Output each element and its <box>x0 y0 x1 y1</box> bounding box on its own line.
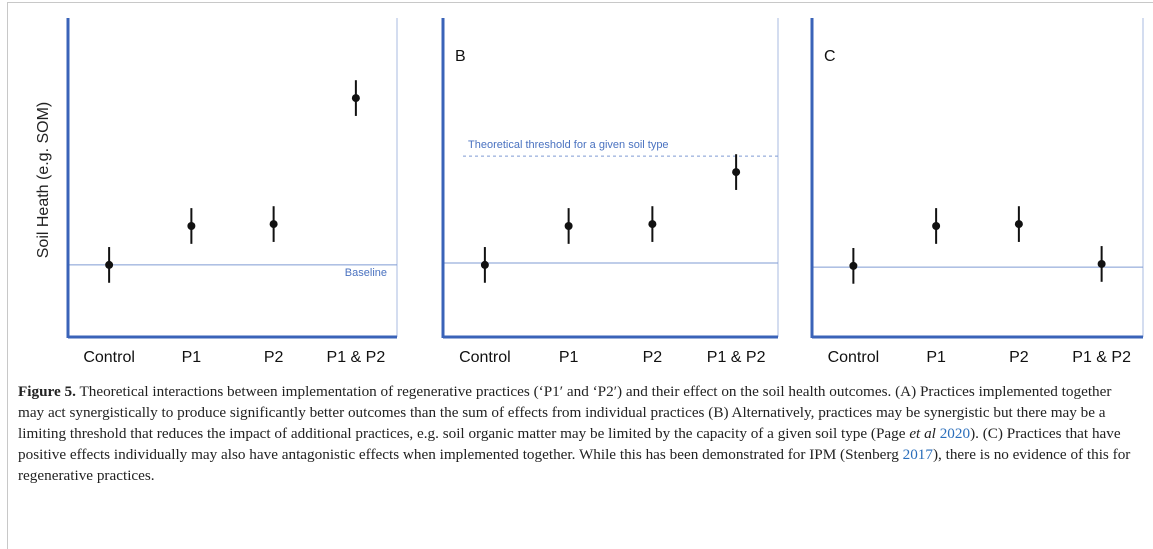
x-tick-label: P2 <box>643 349 663 366</box>
x-tick-label: Control <box>83 349 135 366</box>
x-tick-label: P1 <box>559 349 579 366</box>
x-tick-label: Control <box>828 349 880 366</box>
x-tick-label: P1 <box>182 349 202 366</box>
caption: Figure 5. Theoretical interactions betwe… <box>18 381 1138 486</box>
x-tick-label: P2 <box>1009 349 1029 366</box>
x-tick-label: P1 <box>926 349 946 366</box>
caption-plain: ). (C) Practices that have positive effe… <box>18 425 1121 463</box>
point <box>480 260 489 269</box>
panel-label: B <box>455 48 466 65</box>
caption-plain: ), there is no evidence of this for rege… <box>18 446 1131 484</box>
caption-link[interactable]: 2020 <box>939 425 971 442</box>
point <box>1097 259 1106 268</box>
point <box>732 168 741 177</box>
point <box>269 220 278 229</box>
baseline-label: Baseline <box>345 267 387 279</box>
figure: Baseline Soil Heath (e.g. SOM) Control P1 P2… <box>35 18 1144 366</box>
caption-plain: Theoretical interactions between impleme… <box>18 383 1112 442</box>
y-axis-label: Soil Heath (e.g. SOM) <box>35 102 52 259</box>
caption-italic: et al <box>909 425 936 442</box>
point <box>648 220 657 229</box>
x-tick-label: P2 <box>264 349 284 366</box>
x-tick-label: P1 & P2 <box>1072 349 1131 366</box>
x-tick-label: P1 & P2 <box>707 349 766 366</box>
x-tick-label: P1 & P2 <box>327 349 386 366</box>
threshold-label: Theoretical threshold for a given soil t… <box>468 139 669 151</box>
point <box>849 261 858 270</box>
point <box>105 260 114 269</box>
caption-label: Figure 5. <box>18 383 76 400</box>
figure-frame <box>7 2 1153 549</box>
x-tick-label: Control <box>459 349 511 366</box>
point <box>351 94 360 103</box>
panel-label: C <box>824 48 836 65</box>
point <box>564 221 573 230</box>
point <box>932 221 941 230</box>
point <box>1014 220 1023 229</box>
point <box>187 221 196 230</box>
caption-link[interactable]: 2017 <box>902 446 933 463</box>
